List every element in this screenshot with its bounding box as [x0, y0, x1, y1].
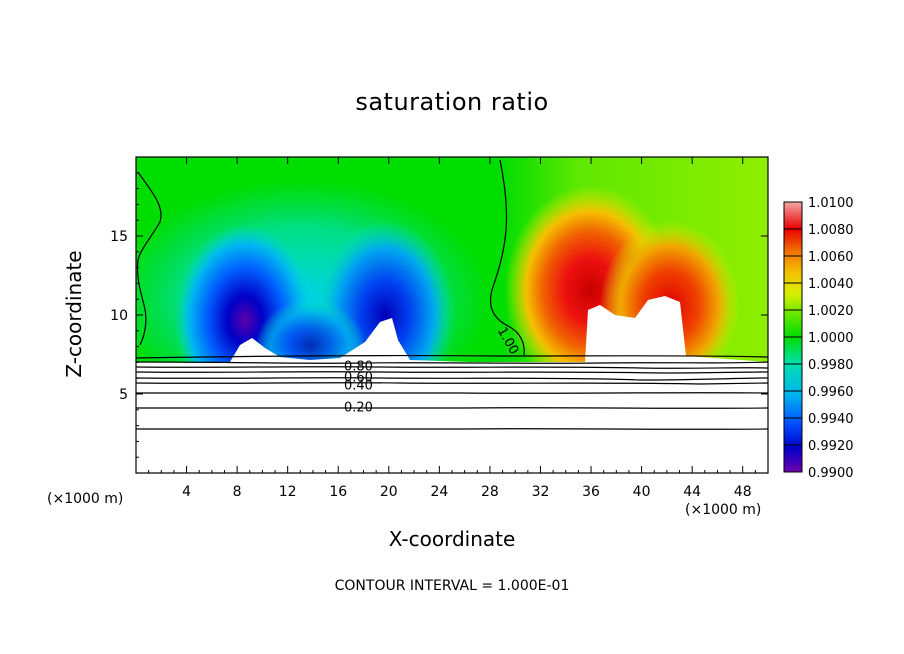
x-tick-label: 12: [279, 484, 297, 500]
x-axis: 4 8 12 16 20 24 28 32 36 40 44 48: [148, 157, 756, 500]
x-tick-label: 16: [329, 484, 347, 500]
x-tick-label: 8: [233, 484, 242, 500]
colorbar-label: 1.0000: [808, 331, 854, 346]
contour-label: 0.60: [344, 371, 373, 386]
x-tick-label: 48: [734, 484, 752, 500]
colorbar: 1.0100 1.0080 1.0060 1.0040 1.0020 1.0000 0.99…: [783, 196, 854, 481]
colorbar-label: 1.0040: [808, 277, 854, 292]
colorbar-label: 0.9900: [808, 466, 854, 481]
colorbar-label: 1.0020: [808, 304, 854, 319]
x-tick-label: 40: [633, 484, 651, 500]
x-tick-label: 36: [582, 484, 600, 500]
colorbar-label: 1.0080: [808, 223, 854, 238]
x-tick-label: 32: [532, 484, 550, 500]
contour-interval-note: CONTOUR INTERVAL = 1.000E-01: [334, 578, 570, 594]
x-tick-label: 20: [380, 484, 398, 500]
colorbar-label: 0.9980: [808, 358, 854, 373]
y-tick-label: 5: [119, 387, 128, 403]
colorbar-label: 0.9940: [808, 412, 854, 427]
x-tick-label: 24: [430, 484, 448, 500]
colorbar-label: 1.0100: [808, 196, 854, 211]
x-tick-label: 44: [683, 484, 701, 500]
chart-title: saturation ratio: [355, 88, 549, 116]
y-tick-label: 15: [110, 229, 128, 245]
x-axis-label: X-coordinate: [388, 527, 516, 551]
y-axis-label: Z-coordinate: [62, 250, 86, 378]
saturation-field: [136, 157, 768, 473]
contour-label: 0.80: [344, 360, 373, 375]
y-tick-label: 10: [110, 308, 128, 324]
colorbar-label: 1.0060: [808, 250, 854, 265]
contour-label: 0.20: [344, 401, 373, 416]
x-unit-left: (×1000 m): [47, 491, 124, 507]
x-tick-label: 28: [481, 484, 499, 500]
x-tick-label: 4: [182, 484, 191, 500]
y-axis: 5 10 15: [110, 172, 768, 458]
colorbar-label: 0.9960: [808, 385, 854, 400]
colorbar-label: 0.9920: [808, 439, 854, 454]
x-unit-right: (×1000 m): [685, 502, 762, 518]
contour-lines: [136, 159, 768, 430]
contour-label: 0.40: [344, 379, 373, 394]
